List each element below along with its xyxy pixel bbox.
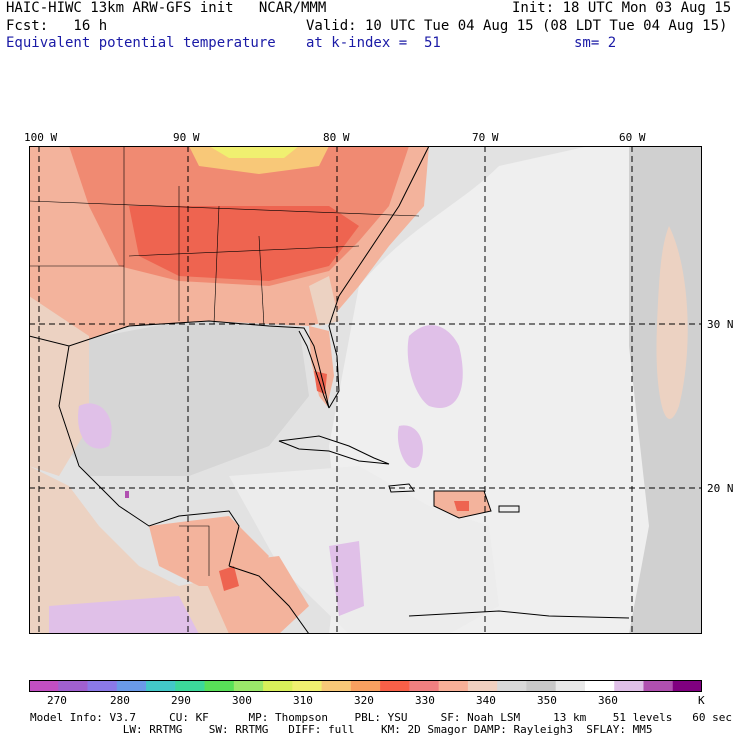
colorbar-cell xyxy=(526,680,557,692)
purple-patch-bahamas xyxy=(407,325,463,408)
colorbar-cell xyxy=(87,680,118,692)
colorbar xyxy=(29,680,702,692)
colorbar-cell xyxy=(263,680,293,692)
lat-lon-grid xyxy=(29,146,702,634)
colorbar-label: 310 xyxy=(293,694,313,707)
texas-tan-region xyxy=(29,296,89,476)
south-america-coastline xyxy=(408,610,630,619)
init-time: Init: 18 UTC Mon 03 Aug 15 xyxy=(512,0,732,16)
lat-label-20n: 20 N xyxy=(707,482,734,495)
lat-label-30n: 30 N xyxy=(707,318,734,331)
purple-patch-caribbean xyxy=(329,541,364,616)
state-boundary xyxy=(213,205,220,325)
colorbar-cell xyxy=(643,680,674,692)
colorbar-cell xyxy=(146,680,176,692)
atlantic-coastline xyxy=(328,146,430,409)
lon-label-60w: 60 W xyxy=(619,131,646,144)
state-boundary xyxy=(128,245,360,257)
florida-warm-region xyxy=(309,326,334,406)
colorbar-label: 320 xyxy=(354,694,374,707)
forecast-hour: Fcst: 16 h xyxy=(6,18,108,34)
magenta-spot xyxy=(125,491,129,498)
colorbar-cell xyxy=(321,680,352,692)
colorbar-frame xyxy=(29,680,702,692)
honduras-hot-spot xyxy=(219,566,239,591)
us-core-region xyxy=(129,206,359,281)
level-index: at k-index = 51 xyxy=(306,35,441,51)
colorbar-cell xyxy=(58,680,89,692)
theta-e-map xyxy=(29,146,702,634)
north-yellow-region xyxy=(209,146,299,158)
political-boundaries xyxy=(29,146,420,576)
colorbar-label: 350 xyxy=(537,694,557,707)
lon-label-80w: 80 W xyxy=(323,131,350,144)
central-america-coastline xyxy=(228,565,310,634)
colorbar-cell xyxy=(438,680,469,692)
colorbar-unit: K xyxy=(698,694,705,707)
colorbar-cell xyxy=(350,680,381,692)
mexico-coastline xyxy=(58,345,240,567)
hispaniola-hot-spot xyxy=(454,501,469,511)
lon-label-100w: 100 W xyxy=(24,131,58,144)
purple-patch-south-mexico xyxy=(49,596,199,634)
colorbar-label: 290 xyxy=(171,694,191,707)
carolina-tan-region xyxy=(309,276,339,326)
colorbar-cell xyxy=(584,680,615,692)
field-name: Equivalent potential temperature xyxy=(6,35,276,51)
colorbar-cell xyxy=(555,680,586,692)
model-info-line1: Model Info: V3.7 CU: KF MP: Thompson PBL… xyxy=(30,711,732,724)
colorbar-label: 280 xyxy=(110,694,130,707)
colorbar-cell xyxy=(380,680,410,692)
colorbar-label: 270 xyxy=(47,694,67,707)
country-boundary xyxy=(179,525,210,576)
purple-patch-west-gulf xyxy=(78,403,112,449)
model-title: HAIC-HIWC 13km ARW-GFS init NCAR/MMM xyxy=(6,0,327,16)
colorbar-cell xyxy=(116,680,147,692)
colorbar-label: 360 xyxy=(598,694,618,707)
purple-patch-cuba-north xyxy=(397,425,423,468)
east-tan-ridge xyxy=(656,226,688,419)
caribbean-pale-region xyxy=(229,466,499,634)
model-info-line2: LW: RRTMG SW: RRTMG DIFF: full KM: 2D Sm… xyxy=(30,723,653,736)
gulf-coastline xyxy=(29,320,330,409)
state-boundary xyxy=(258,235,265,327)
colorbar-label: 330 xyxy=(415,694,435,707)
state-boundary xyxy=(29,200,420,217)
jamaica-outline xyxy=(388,483,415,493)
colorbar-cell xyxy=(614,680,644,692)
colorbar-label: 300 xyxy=(232,694,252,707)
colorbar-cell xyxy=(175,680,206,692)
colorbar-cell xyxy=(672,680,702,692)
colorbar-cell xyxy=(29,680,59,692)
colorbar-cell xyxy=(204,680,235,692)
puerto-rico-outline xyxy=(498,505,520,513)
lon-label-70w: 70 W xyxy=(472,131,499,144)
colorbar-cell xyxy=(497,680,527,692)
coastlines xyxy=(29,146,630,634)
colorbar-cell xyxy=(233,680,264,692)
colorbar-label: 340 xyxy=(476,694,496,707)
smoothing-value: sm= 2 xyxy=(574,35,617,51)
cuba-outline xyxy=(278,435,390,465)
colorbar-cell xyxy=(409,680,440,692)
valid-time: Valid: 10 UTC Tue 04 Aug 15 (08 LDT Tue … xyxy=(306,18,728,34)
lon-label-90w: 90 W xyxy=(173,131,200,144)
hispaniola-outline xyxy=(433,490,492,519)
map-frame xyxy=(29,146,702,634)
colorbar-cell xyxy=(467,680,498,692)
gulf-gray-region xyxy=(49,316,309,476)
colorbar-cell xyxy=(292,680,323,692)
